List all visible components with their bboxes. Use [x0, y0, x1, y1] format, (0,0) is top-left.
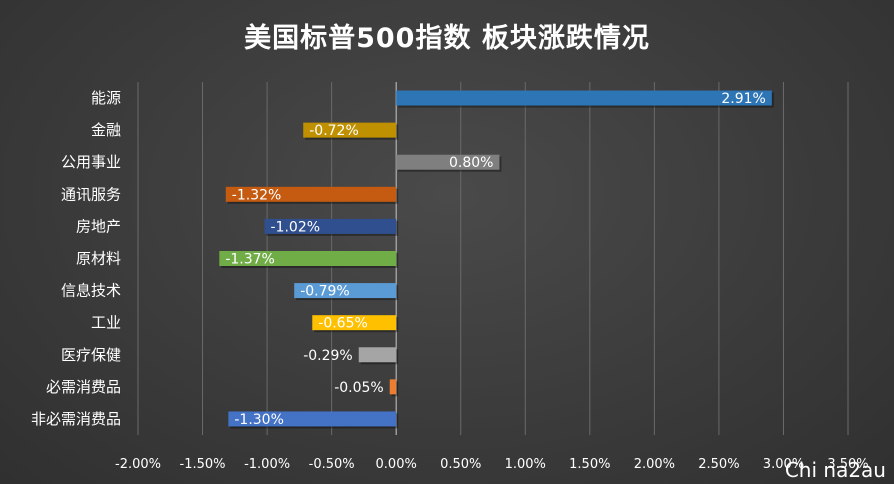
data-label: -1.37%	[225, 252, 275, 268]
x-tick-label: 3.50%	[827, 457, 868, 472]
x-tick-label: -0.50%	[309, 457, 355, 472]
x-tick-label: -1.00%	[244, 457, 290, 472]
watermark: Chi na2au	[784, 458, 886, 482]
bar	[264, 218, 397, 234]
x-tick-label: 1.00%	[505, 457, 546, 472]
category-label: 房地产	[76, 217, 121, 235]
data-label: 0.80%	[449, 155, 493, 171]
category-label: 原材料	[76, 250, 121, 268]
data-label: -0.79%	[300, 284, 350, 300]
x-tick-label: 1.50%	[569, 457, 610, 472]
category-label: 必需消费品	[46, 378, 121, 396]
chart-title: 美国标普500指数 板块涨跌情况	[244, 23, 650, 54]
category-label: 能源	[91, 89, 121, 107]
data-label: -0.72%	[309, 123, 359, 139]
x-tick-label: -1.50%	[180, 457, 226, 472]
bar	[228, 411, 397, 427]
category-label: 通讯服务	[61, 185, 121, 203]
data-label: -0.29%	[303, 348, 353, 364]
x-tick-label: 2.50%	[698, 457, 739, 472]
category-label: 信息技术	[61, 282, 121, 300]
data-label: 2.91%	[721, 91, 765, 107]
x-tick-label: 3.00%	[763, 457, 804, 472]
x-tick-label: -2.00%	[115, 457, 161, 472]
category-label: 非必需消费品	[31, 410, 121, 428]
x-tick-label: 2.00%	[634, 457, 675, 472]
bar	[396, 154, 500, 170]
bar	[303, 122, 397, 138]
bar	[358, 347, 397, 363]
data-label: -1.30%	[234, 412, 284, 428]
data-label: -1.02%	[271, 219, 321, 235]
bar	[396, 90, 772, 106]
category-label: 公用事业	[61, 153, 121, 171]
bar	[225, 186, 397, 202]
data-label: -0.05%	[334, 380, 384, 396]
data-label: -1.32%	[232, 187, 282, 203]
category-label: 金融	[91, 121, 121, 139]
category-label: 医疗保健	[61, 346, 121, 364]
x-tick-label: 0.00%	[376, 457, 417, 472]
bar	[219, 251, 397, 266]
x-tick-label: 0.50%	[440, 457, 481, 472]
bar	[294, 283, 397, 299]
bar	[312, 315, 397, 331]
category-label: 工业	[91, 314, 121, 332]
data-label: -0.65%	[318, 316, 368, 332]
bar	[389, 379, 397, 395]
